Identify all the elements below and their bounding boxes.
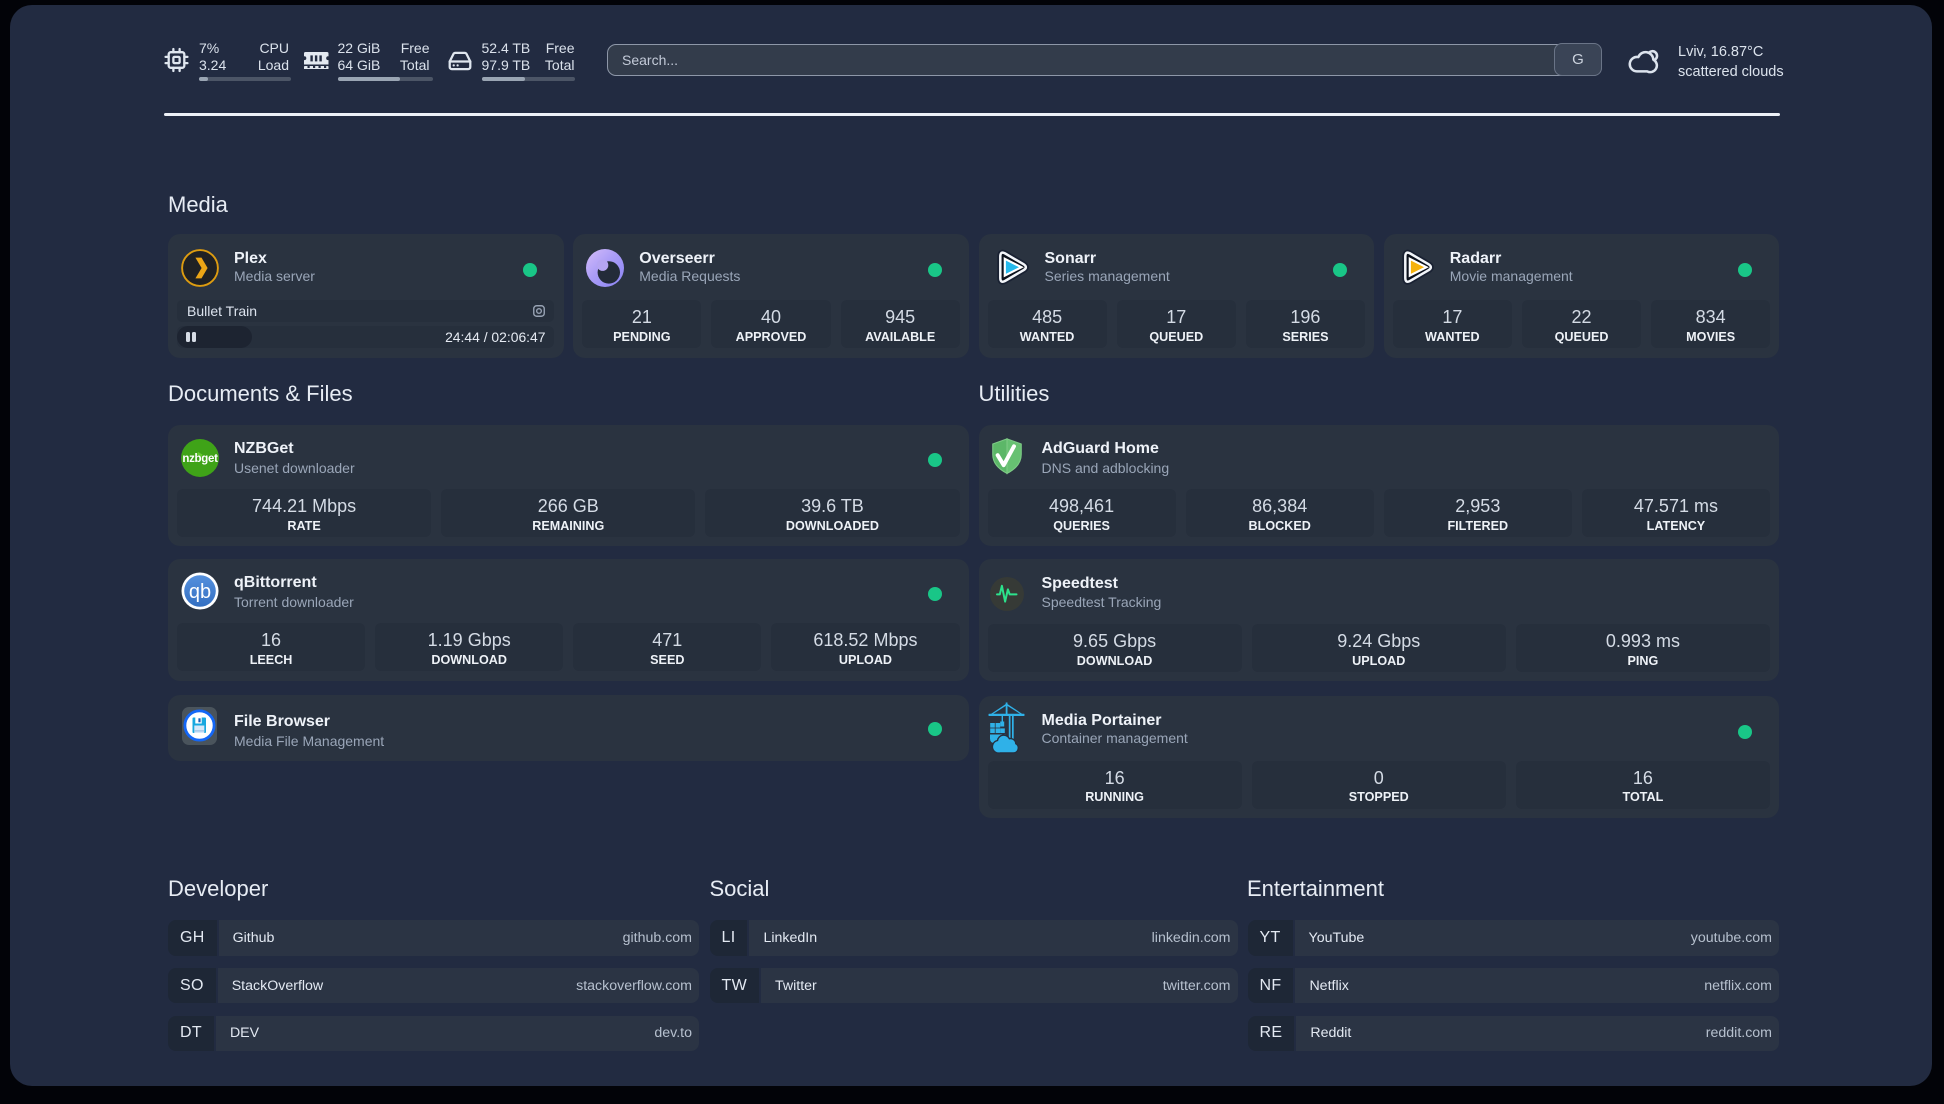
- svg-text:nzbget: nzbget: [182, 453, 218, 465]
- svg-text:qb: qb: [189, 581, 211, 603]
